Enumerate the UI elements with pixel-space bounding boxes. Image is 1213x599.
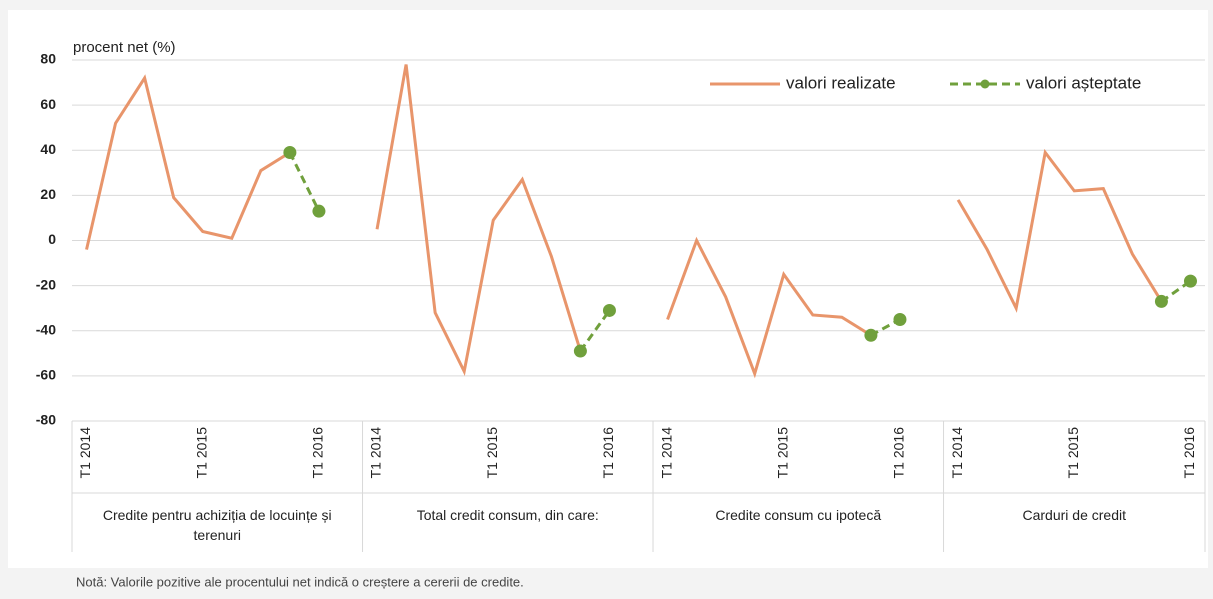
x-tick-label: T1 2016: [310, 427, 326, 479]
series-marker: [1154, 294, 1168, 308]
y-tick-label: -80: [36, 412, 56, 428]
legend-marker: [980, 79, 990, 89]
y-tick-label: 80: [40, 51, 56, 67]
y-tick-label: 40: [40, 141, 56, 157]
chart-background: [8, 10, 1208, 568]
x-tick-label: T1 2014: [77, 427, 93, 479]
x-tick-label: T1 2014: [949, 427, 965, 479]
x-tick-label: T1 2014: [658, 427, 674, 479]
x-tick-label: T1 2015: [1065, 427, 1081, 479]
series-marker: [1183, 274, 1197, 288]
x-tick-label: T1 2015: [193, 427, 209, 479]
legend-label: valori realizate: [786, 73, 896, 92]
group-label: Credite consum cu ipotecă: [715, 507, 882, 523]
y-tick-label: -60: [36, 367, 56, 383]
x-tick-label: T1 2014: [368, 427, 384, 479]
series-marker: [602, 303, 616, 317]
y-tick-label: -40: [36, 321, 56, 337]
series-line: [956, 148, 1163, 313]
x-tick-label: T1 2016: [1181, 427, 1197, 479]
x-tick-label: T1 2015: [484, 427, 500, 479]
series-marker: [893, 312, 907, 326]
y-tick-label: -20: [36, 276, 56, 292]
legend-label: valori așteptate: [1026, 73, 1141, 92]
x-tick-label: T1 2016: [600, 427, 616, 479]
group-label: Credite pentru achiziția de locuințe și …: [102, 507, 332, 543]
group-label: Total credit consum, din care:: [416, 507, 599, 523]
series-line: [375, 64, 582, 377]
series-marker: [312, 204, 326, 218]
series-line: [288, 151, 321, 212]
series-marker: [283, 146, 297, 160]
series-marker: [864, 328, 878, 342]
x-tick-label: T1 2015: [774, 427, 790, 479]
y-axis-label: procent net (%): [73, 39, 176, 56]
series-line: [579, 309, 611, 352]
y-tick-label: 0: [48, 231, 56, 247]
series-line: [666, 236, 872, 379]
series-line: [85, 74, 291, 250]
y-tick-label: 60: [40, 96, 56, 112]
note: Notă: Valorile pozitive ale procentului …: [76, 574, 524, 589]
y-tick-label: 20: [40, 186, 56, 202]
series-marker: [573, 344, 587, 358]
group-label: Carduri de credit: [1022, 507, 1127, 523]
x-tick-label: T1 2016: [891, 427, 907, 479]
